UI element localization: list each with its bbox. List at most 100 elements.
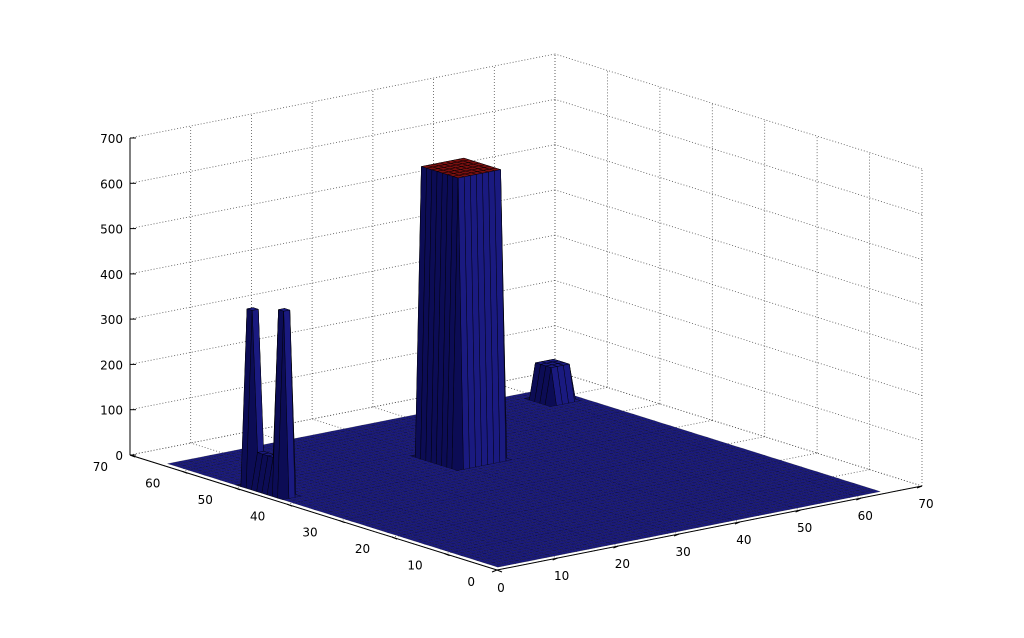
surface-cell — [623, 447, 636, 451]
surface-cell — [558, 454, 571, 458]
surface-cell — [637, 457, 650, 461]
surface-cell — [608, 420, 621, 424]
surface-cell — [322, 439, 335, 443]
surface-cell — [517, 438, 530, 442]
surface-cell — [549, 445, 562, 449]
surface-cell — [367, 444, 379, 448]
surface-cell — [669, 445, 682, 450]
grid-line-z — [554, 98, 923, 215]
surface-cell — [613, 462, 626, 466]
surface-cell — [672, 456, 685, 460]
surface-cell — [702, 450, 715, 454]
surface-cell — [665, 441, 678, 445]
surface-cell — [575, 456, 587, 460]
surface-cell — [714, 450, 727, 454]
surface-cell — [341, 454, 353, 458]
surface-cell — [578, 426, 591, 430]
surface-cell — [578, 463, 591, 468]
y-tick-label: 60 — [145, 476, 160, 490]
surface-cell — [544, 443, 557, 448]
surface-cell — [573, 422, 586, 426]
surface-cell — [336, 431, 349, 435]
surface-cell — [593, 453, 606, 457]
x-tick-mark — [795, 509, 801, 513]
surface-cell — [773, 462, 786, 467]
surface-cell — [629, 427, 642, 431]
surface-cell — [516, 401, 529, 405]
surface-cell — [745, 460, 758, 464]
y-tick-label: 40 — [250, 509, 265, 523]
surface-cell — [805, 469, 818, 474]
surface-cell — [763, 459, 775, 463]
surface-cell — [537, 410, 549, 414]
surface-cell — [794, 469, 807, 473]
surface-cell — [371, 429, 384, 434]
surface-cell — [556, 441, 569, 445]
surface-cell — [604, 416, 616, 420]
surface-cell — [601, 446, 613, 450]
surface-cell — [653, 462, 666, 466]
surface-cell — [386, 456, 399, 460]
surface-cell — [342, 448, 355, 453]
surface-cell — [564, 415, 576, 420]
surface-cell — [355, 425, 368, 429]
grid-line-z — [129, 280, 556, 365]
surface-cell — [543, 406, 556, 410]
surface-cell — [403, 436, 416, 441]
surface-cell — [538, 426, 550, 430]
surface-cell — [525, 431, 538, 435]
surface-cell — [554, 450, 566, 454]
surface-cell — [607, 463, 620, 467]
surface-cell — [523, 399, 535, 404]
surface-cell — [375, 453, 388, 457]
surface-cell — [622, 431, 635, 435]
surface-cell — [580, 418, 593, 422]
surface-cell — [622, 412, 635, 416]
surface-cell — [599, 433, 611, 437]
surface-cell — [324, 452, 337, 456]
surface-cell — [576, 413, 589, 417]
surface-cell — [552, 437, 565, 441]
surface-cell — [518, 414, 531, 418]
x-tick-label: 20 — [615, 557, 630, 571]
surface-cell — [585, 419, 598, 423]
z-tick-label: 600 — [100, 177, 123, 191]
grid-line-z — [554, 144, 923, 260]
grid-line-z — [129, 53, 556, 139]
surface-cell — [769, 458, 781, 462]
surface-cell — [605, 431, 618, 436]
surface-cell — [294, 437, 307, 441]
surface-cell — [373, 440, 386, 444]
surface-cell — [544, 462, 557, 466]
grid-line-z — [554, 189, 923, 306]
surface-cell — [567, 404, 580, 408]
surface-cell — [561, 424, 574, 428]
surface-cell — [710, 461, 723, 466]
surface-cell — [507, 432, 520, 436]
z-tick-label: 100 — [100, 404, 123, 418]
surface-cell — [523, 418, 536, 422]
surface-cell — [626, 416, 639, 421]
surface-cell — [538, 445, 551, 449]
surface-cell — [688, 461, 701, 465]
surface-cell — [635, 444, 648, 448]
surface-cell — [727, 464, 740, 468]
z-tick-label: 300 — [100, 313, 123, 327]
surface-cell — [310, 441, 323, 446]
surface-cell — [583, 406, 596, 410]
surface-cell — [585, 400, 598, 405]
surface-cell — [686, 448, 699, 452]
surface-cell — [550, 461, 563, 465]
y-tick-mark — [444, 553, 450, 557]
surface-cell — [659, 423, 671, 428]
surface-cell — [383, 427, 396, 431]
surface-cell — [340, 435, 353, 440]
surface-cell — [637, 438, 650, 443]
surface-cell — [689, 436, 702, 440]
surface-cell — [594, 409, 607, 414]
surface-cell — [721, 446, 733, 450]
surface-cell — [404, 434, 417, 438]
surface-cell — [620, 418, 633, 422]
surface-cell — [643, 456, 656, 460]
surface-cell — [668, 451, 680, 455]
